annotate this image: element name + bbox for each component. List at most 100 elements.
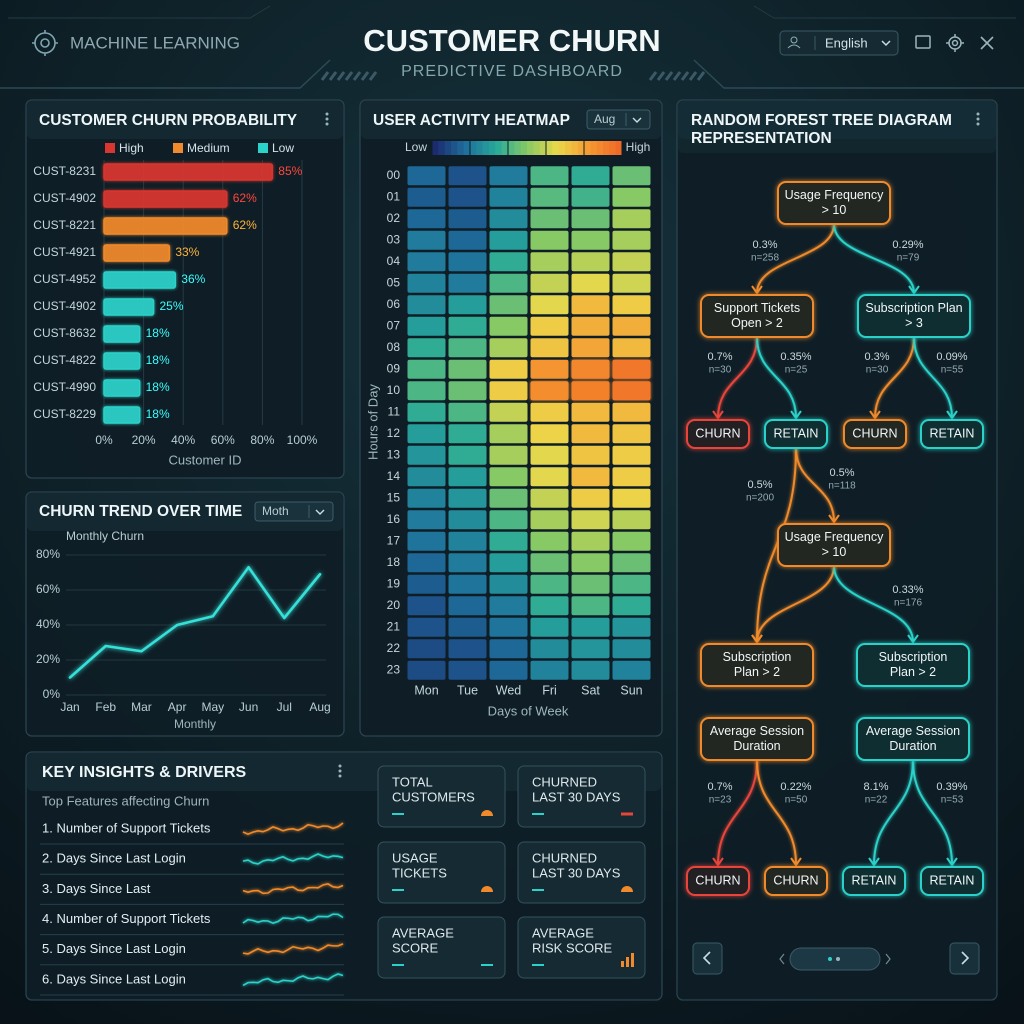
panel-menu[interactable] bbox=[976, 112, 980, 126]
panel-title: CUSTOMER CHURN PROBABILITY bbox=[39, 112, 298, 129]
kpi-label: AVERAGE bbox=[392, 925, 454, 940]
heat-cell bbox=[407, 553, 446, 573]
y-tick-label: CUST-4952 bbox=[33, 272, 96, 286]
dropdown-box[interactable] bbox=[254, 501, 334, 522]
x-tick-label: Feb bbox=[95, 700, 116, 714]
heat-cell bbox=[530, 273, 569, 293]
edge-count: n=30 bbox=[866, 365, 889, 376]
node-label: RETAIN bbox=[930, 426, 975, 440]
heat-cell bbox=[571, 574, 610, 594]
colorbar-segment bbox=[565, 141, 572, 155]
colorbar-segment bbox=[539, 141, 547, 155]
dropdown[interactable]: Aug bbox=[586, 109, 651, 130]
heat-cell bbox=[489, 359, 528, 379]
leaf-node bbox=[764, 866, 828, 896]
heat-cell bbox=[530, 639, 569, 659]
heat-cell bbox=[571, 316, 610, 336]
colorbar-segment bbox=[571, 141, 579, 155]
pager bbox=[692, 942, 980, 975]
y-tick-label: 14 bbox=[387, 469, 401, 483]
heat-cell bbox=[530, 445, 569, 465]
heat-cell bbox=[407, 166, 446, 186]
edge-share: 0.33% bbox=[892, 584, 923, 596]
edge-share: 0.5% bbox=[747, 479, 772, 491]
heat-cell bbox=[448, 531, 487, 551]
tree-edge bbox=[717, 336, 758, 419]
node-tint bbox=[921, 420, 983, 448]
edge-count: n=200 bbox=[746, 493, 775, 504]
bar bbox=[103, 190, 228, 208]
heat-cell bbox=[571, 617, 610, 637]
x-tick-label: Mar bbox=[131, 700, 152, 714]
language-box[interactable] bbox=[779, 30, 899, 56]
heat-cell bbox=[571, 295, 610, 315]
node-label: > 10 bbox=[822, 545, 847, 559]
chevron bbox=[632, 117, 642, 123]
heat-cell bbox=[489, 187, 528, 207]
kpi-label: CHURNED bbox=[532, 850, 597, 865]
dropdown-value[interactable]: Aug bbox=[594, 112, 615, 126]
panel-menu[interactable] bbox=[325, 112, 329, 126]
y-tick-label: CUST-8229 bbox=[33, 407, 96, 421]
node-tint bbox=[765, 420, 827, 448]
kpi-label: CHURNED bbox=[532, 774, 597, 789]
x-tick-label: Jan bbox=[60, 700, 79, 714]
y-tick-label: CUST-4902 bbox=[33, 191, 96, 205]
heat-cell bbox=[612, 531, 651, 551]
decision-node bbox=[700, 643, 814, 687]
close-button[interactable] bbox=[980, 36, 994, 50]
dropdown-value[interactable]: Moth bbox=[262, 504, 289, 518]
colorbar-segment bbox=[577, 141, 585, 155]
heat-cell bbox=[612, 359, 651, 379]
bar bbox=[103, 163, 274, 181]
node-label: Subscription bbox=[723, 650, 792, 664]
dropdown[interactable]: Moth bbox=[254, 501, 334, 522]
heat-cell bbox=[407, 252, 446, 272]
edge-share: 0.29% bbox=[892, 239, 923, 251]
bar bbox=[103, 379, 141, 397]
y-tick-label: 80% bbox=[36, 547, 60, 561]
pager-next[interactable] bbox=[949, 942, 980, 975]
heat-cell bbox=[571, 445, 610, 465]
settings-button[interactable] bbox=[946, 34, 964, 52]
heat-cell bbox=[448, 553, 487, 573]
y-tick-label: 60% bbox=[36, 582, 60, 596]
chevron bbox=[961, 951, 970, 965]
x-tick-label: May bbox=[202, 700, 225, 714]
x-tick-label: Jun bbox=[239, 700, 258, 714]
pager-prev[interactable] bbox=[692, 942, 723, 975]
colorbar-segment bbox=[514, 141, 522, 155]
heat-cell bbox=[448, 295, 487, 315]
panel-menu[interactable] bbox=[338, 764, 342, 778]
node-label: RETAIN bbox=[774, 426, 819, 440]
heat-cell bbox=[489, 402, 528, 422]
heat-cell bbox=[448, 596, 487, 616]
bar bbox=[103, 217, 228, 235]
dropdown-box[interactable] bbox=[586, 109, 651, 130]
line-series bbox=[68, 565, 322, 679]
value-label: 33% bbox=[175, 245, 199, 259]
pager-track[interactable] bbox=[789, 947, 881, 971]
node-label: RETAIN bbox=[930, 873, 975, 887]
window-button[interactable] bbox=[915, 35, 931, 49]
node-tint bbox=[843, 867, 905, 895]
y-tick-label: 07 bbox=[387, 318, 401, 332]
kpi-card bbox=[517, 841, 646, 904]
language[interactable]: English bbox=[825, 35, 868, 50]
heat-cell bbox=[407, 424, 446, 444]
kpi-card bbox=[377, 841, 506, 904]
edge-share: 8.1% bbox=[863, 781, 888, 793]
heat-cell bbox=[448, 467, 487, 487]
kpi-label: LAST 30 DAYS bbox=[532, 865, 621, 880]
node-label: Support Tickets bbox=[714, 301, 800, 315]
heat-cell bbox=[571, 596, 610, 616]
heat-cell bbox=[448, 316, 487, 336]
edge-share: 0.5% bbox=[829, 467, 854, 479]
heat-cell bbox=[530, 338, 569, 358]
language-select[interactable]: English bbox=[779, 30, 899, 56]
edge-arrow bbox=[751, 285, 763, 295]
x-tick-label: Fri bbox=[542, 683, 557, 697]
node-label: Subscription Plan bbox=[865, 301, 962, 315]
edge-share: 0.7% bbox=[707, 351, 732, 363]
heat-cell bbox=[612, 553, 651, 573]
